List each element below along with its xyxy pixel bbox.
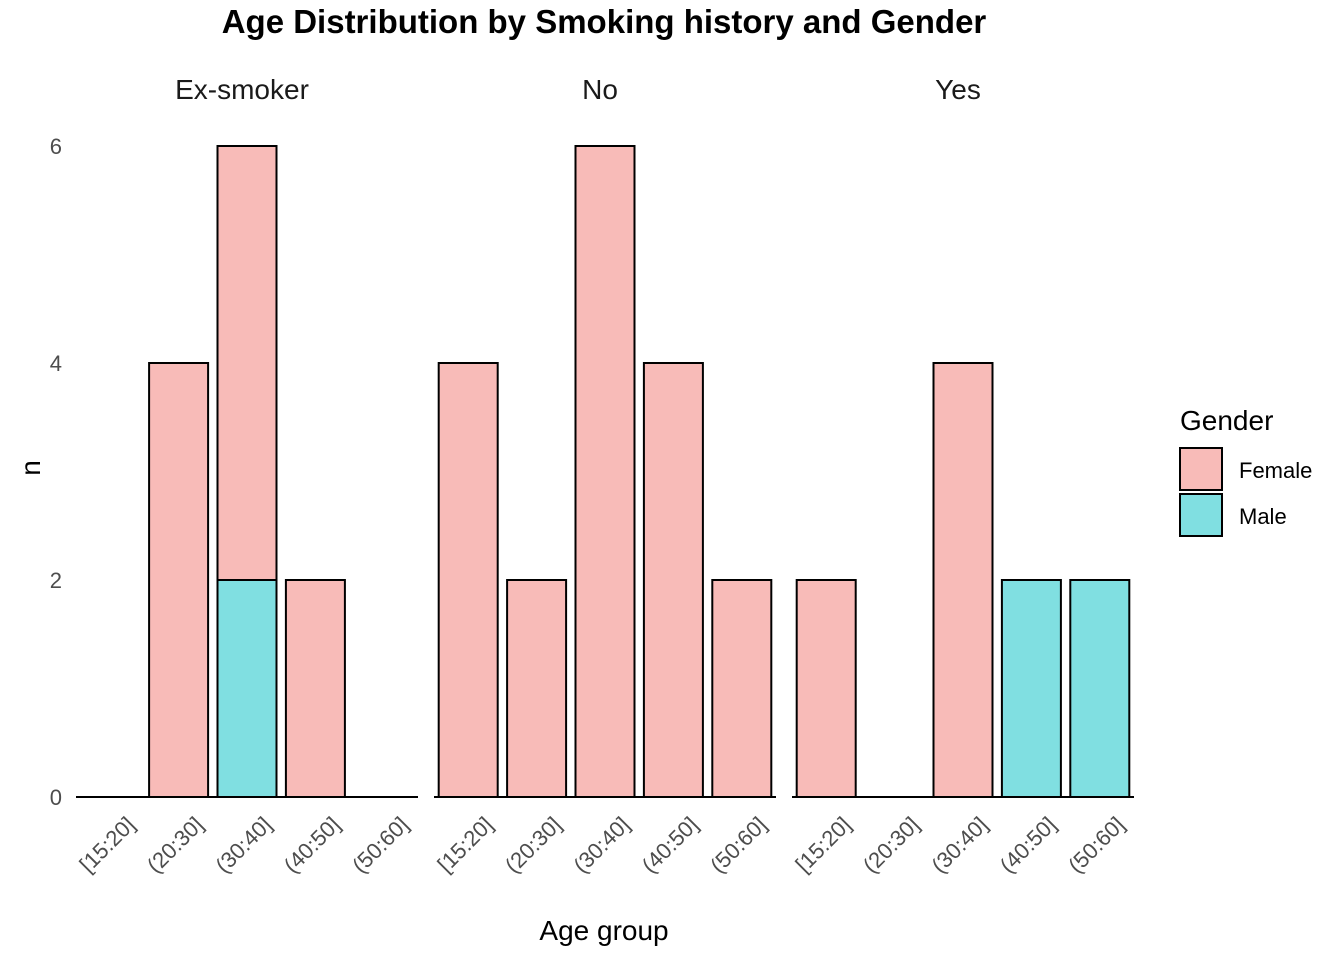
bar-female xyxy=(932,362,994,798)
x-tick-label: (50:60] xyxy=(347,812,413,878)
legend-label-female: Female xyxy=(1239,458,1312,483)
bar-female xyxy=(148,362,210,798)
facet-label: Yes xyxy=(935,74,981,105)
y-tick-label: 4 xyxy=(50,351,62,376)
bar-female xyxy=(216,145,278,581)
y-tick-label: 2 xyxy=(50,568,62,593)
x-tick-label: (40:50] xyxy=(279,812,345,878)
x-tick-label: (30:40] xyxy=(926,812,992,878)
x-tick-label: (50:60] xyxy=(1063,812,1129,878)
facet-label: No xyxy=(582,74,618,105)
y-tick-label: 0 xyxy=(50,785,62,810)
x-axis-title: Age group xyxy=(539,915,668,946)
bar-female xyxy=(795,579,857,798)
legend-label-male: Male xyxy=(1239,504,1287,529)
bar-female xyxy=(437,362,499,798)
x-tick-label: (30:40] xyxy=(210,812,276,878)
facet-label: Ex-smoker xyxy=(175,74,309,105)
x-tick-label: (20:30] xyxy=(500,812,566,878)
bar-female xyxy=(284,579,346,798)
x-tick-label: (20:30] xyxy=(858,812,924,878)
y-tick-label: 6 xyxy=(50,134,62,159)
bar-female xyxy=(711,579,773,798)
x-tick-label: [15:20] xyxy=(432,812,497,877)
bar-female xyxy=(506,579,568,798)
legend-swatch-male xyxy=(1179,493,1223,537)
chart-title: Age Distribution by Smoking history and … xyxy=(222,3,987,40)
bar-male xyxy=(216,579,278,798)
y-axis-title: n xyxy=(15,460,46,476)
bar-male xyxy=(1000,579,1062,798)
legend: Gender Female Male xyxy=(1179,405,1312,537)
bar-female xyxy=(642,362,704,798)
x-tick-label: (20:30] xyxy=(142,812,208,878)
legend-swatch-female xyxy=(1179,447,1223,491)
x-tick-label: (50:60] xyxy=(705,812,771,878)
x-tick-label: (40:50] xyxy=(995,812,1061,878)
x-tick-label: [15:20] xyxy=(790,812,855,877)
bar-male xyxy=(1069,579,1131,798)
bar-female xyxy=(574,145,636,798)
x-tick-label: (40:50] xyxy=(637,812,703,878)
x-tick-label: [15:20] xyxy=(74,812,139,877)
legend-title: Gender xyxy=(1180,405,1273,436)
x-tick-label: (30:40] xyxy=(568,812,634,878)
